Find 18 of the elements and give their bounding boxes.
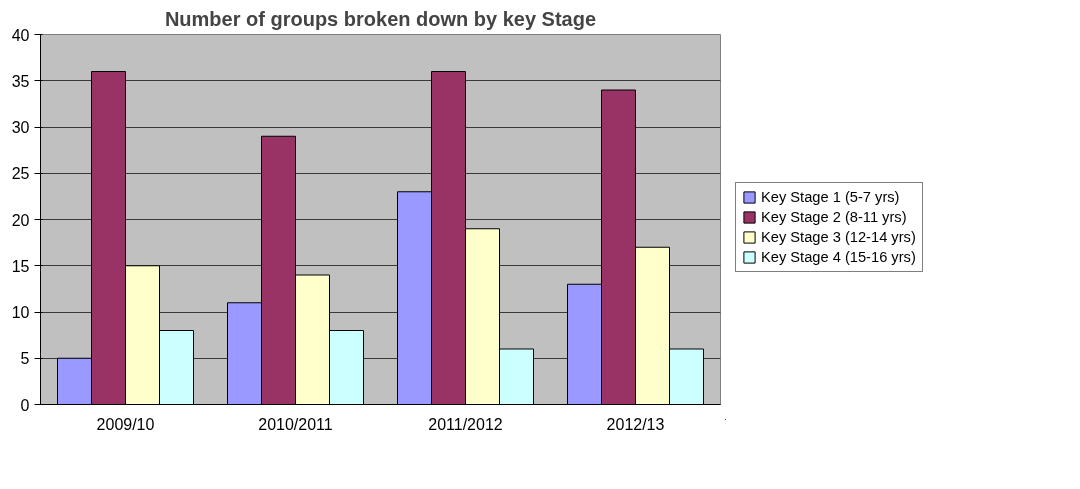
chart-title: Number of groups broken down by key Stage: [164, 7, 597, 30]
y-tick-label: 5: [20, 350, 30, 368]
x-tick-label: 2010/2011: [258, 415, 333, 433]
y-tick-label: 10: [11, 304, 30, 321]
legend-label: Key Stage 4 (15-16 yrs): [761, 248, 916, 265]
x-tick-label: 2011/2012: [428, 415, 503, 433]
x-tick-label: 2009/10: [96, 415, 155, 433]
y-tick-label: 30: [11, 119, 30, 136]
legend-label: Key Stage 1 (5-7 yrs): [761, 188, 900, 205]
legend-label: Key Stage 3 (12-14 yrs): [761, 228, 916, 245]
y-tick-label: 40: [11, 26, 30, 44]
legend-label: Key Stage 2 (8-11 yrs): [761, 208, 907, 225]
y-tick-label: 25: [11, 165, 30, 183]
y-tick-label: 20: [11, 211, 30, 229]
x-tick-label: 2012/13: [606, 415, 665, 433]
y-tick-label: 35: [11, 72, 30, 90]
y-tick-label: 15: [11, 257, 30, 275]
y-tick-label: 0: [20, 396, 30, 414]
